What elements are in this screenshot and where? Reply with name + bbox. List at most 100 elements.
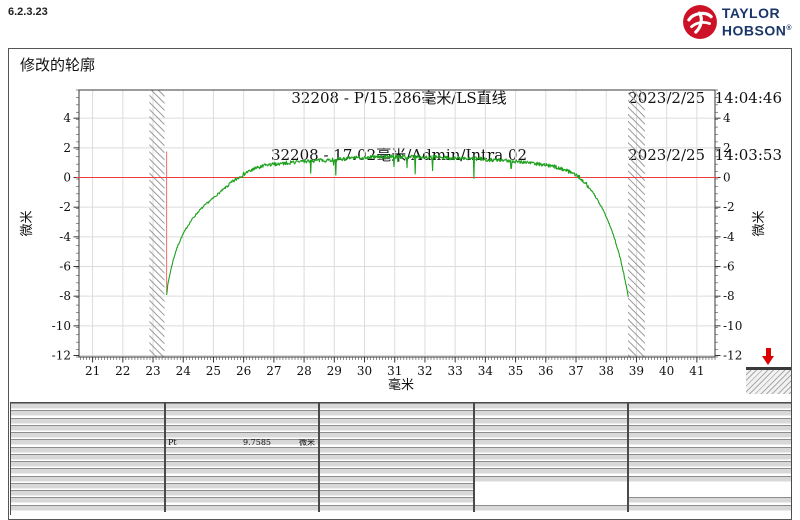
x-tick-label: 40	[659, 364, 674, 378]
table-cell	[629, 475, 791, 483]
registered-mark: ®	[786, 24, 792, 32]
table-cell	[475, 424, 629, 433]
x-tick-label: 27	[266, 364, 281, 378]
table-cell	[166, 468, 320, 476]
y-tick-label-right: 2	[723, 141, 731, 155]
table-cell	[320, 439, 475, 447]
x-tick-label: 32	[417, 364, 432, 378]
table-cell	[629, 424, 791, 433]
table-cell	[629, 403, 791, 411]
table-cell	[320, 461, 475, 469]
table-cell	[320, 446, 475, 454]
table-cell	[629, 453, 791, 462]
y-axis-label-left: 微米	[20, 210, 35, 236]
brand-name: TAYLOR HOBSON®	[721, 4, 792, 39]
table-cell	[629, 446, 791, 454]
table-cell	[11, 432, 166, 440]
table-cell	[475, 446, 629, 454]
y-axis-label-right: 微米	[752, 210, 767, 236]
table-cell	[629, 482, 791, 491]
table-cell	[475, 490, 629, 498]
table-cell	[11, 439, 166, 447]
exclusion-band	[149, 90, 165, 357]
x-tick-label: 31	[387, 364, 402, 378]
table-cell	[629, 461, 791, 469]
table-cell	[11, 468, 166, 476]
y-tick-label-left: -12	[52, 349, 71, 363]
x-tick-label: 26	[236, 364, 251, 378]
table-cell	[11, 403, 166, 411]
parameter-name: Pt	[168, 439, 177, 447]
table-cell	[11, 424, 166, 433]
table-cell	[320, 432, 475, 440]
table-cell	[166, 403, 320, 411]
table-cell	[320, 482, 475, 491]
y-tick-label-right: -6	[723, 260, 735, 274]
table-cell	[629, 490, 791, 498]
x-tick-label: 39	[629, 364, 644, 378]
parameter-cell: Pt 9.7585 微米	[166, 439, 320, 447]
x-tick-label: 37	[568, 364, 583, 378]
table-cell	[320, 424, 475, 433]
table-cell	[629, 497, 791, 505]
table-cell	[320, 417, 475, 425]
table-cell	[11, 504, 166, 512]
table-cell	[475, 475, 629, 483]
y-tick-label-right: -8	[723, 289, 735, 303]
y-tick-label-left: -6	[59, 260, 71, 274]
x-tick-label: 33	[448, 364, 463, 378]
table-cell	[11, 497, 166, 505]
table-cell	[11, 446, 166, 454]
table-cell	[166, 446, 320, 454]
table-cell	[166, 482, 320, 491]
table-cell	[475, 432, 629, 440]
table-cell	[166, 432, 320, 440]
table-cell	[629, 439, 791, 447]
table-cell	[320, 403, 475, 411]
brand-name-line2: HOBSON®	[721, 22, 792, 39]
parameter-unit: 微米	[299, 439, 315, 447]
results-table: Pt 9.7585 微米	[10, 402, 792, 515]
table-cell	[629, 417, 791, 425]
plot-border	[78, 89, 716, 358]
x-tick-label: 34	[478, 364, 494, 378]
table-cell	[629, 410, 791, 418]
table-cell	[11, 490, 166, 498]
x-axis-label: 毫米	[388, 377, 414, 393]
table-cell	[320, 490, 475, 498]
table-cell	[320, 497, 475, 505]
table-cell	[11, 475, 166, 483]
table-cell	[320, 453, 475, 462]
profile-chart[interactable]: 21 22 23 24 25 26 27 28 29 30 31 32 33 34 35 36 37 38 39 40…	[10, 86, 790, 400]
table-cell	[475, 482, 629, 491]
y-tick-label-left: -4	[59, 230, 71, 244]
x-tick-label: 35	[508, 364, 523, 378]
table-cell	[166, 461, 320, 469]
y-tick-label-right: 0	[723, 171, 731, 185]
table-cell	[475, 504, 629, 512]
table-cell	[475, 410, 629, 418]
table-cell	[11, 482, 166, 491]
table-cell	[166, 417, 320, 425]
table-cell	[475, 417, 629, 425]
table-cell	[320, 468, 475, 476]
table-cell	[320, 410, 475, 418]
table-cell	[11, 461, 166, 469]
app-version-text: 6.2.3.23	[8, 6, 48, 18]
probe-surface-hatch	[746, 367, 791, 394]
y-tick-label-right: -2	[723, 200, 735, 214]
x-tick-label: 28	[296, 364, 311, 378]
y-tick-label-right: 4	[723, 111, 731, 125]
timestamps: 2023/2/25 14:04:46 2023/2/25 14:03:53	[628, 51, 782, 203]
x-tick-label: 36	[538, 364, 553, 378]
x-tick-label: 29	[327, 364, 342, 378]
profile-trace	[166, 154, 629, 298]
x-tick-label: 21	[85, 364, 100, 378]
x-tick-label: 30	[357, 364, 372, 378]
brand-name-line1: TAYLOR	[721, 4, 781, 21]
probe-direction-indicator	[746, 348, 791, 394]
table-cell	[166, 504, 320, 512]
exclusion-band	[627, 90, 645, 357]
table-cell	[320, 475, 475, 483]
y-tick-label-left: -2	[59, 200, 71, 214]
